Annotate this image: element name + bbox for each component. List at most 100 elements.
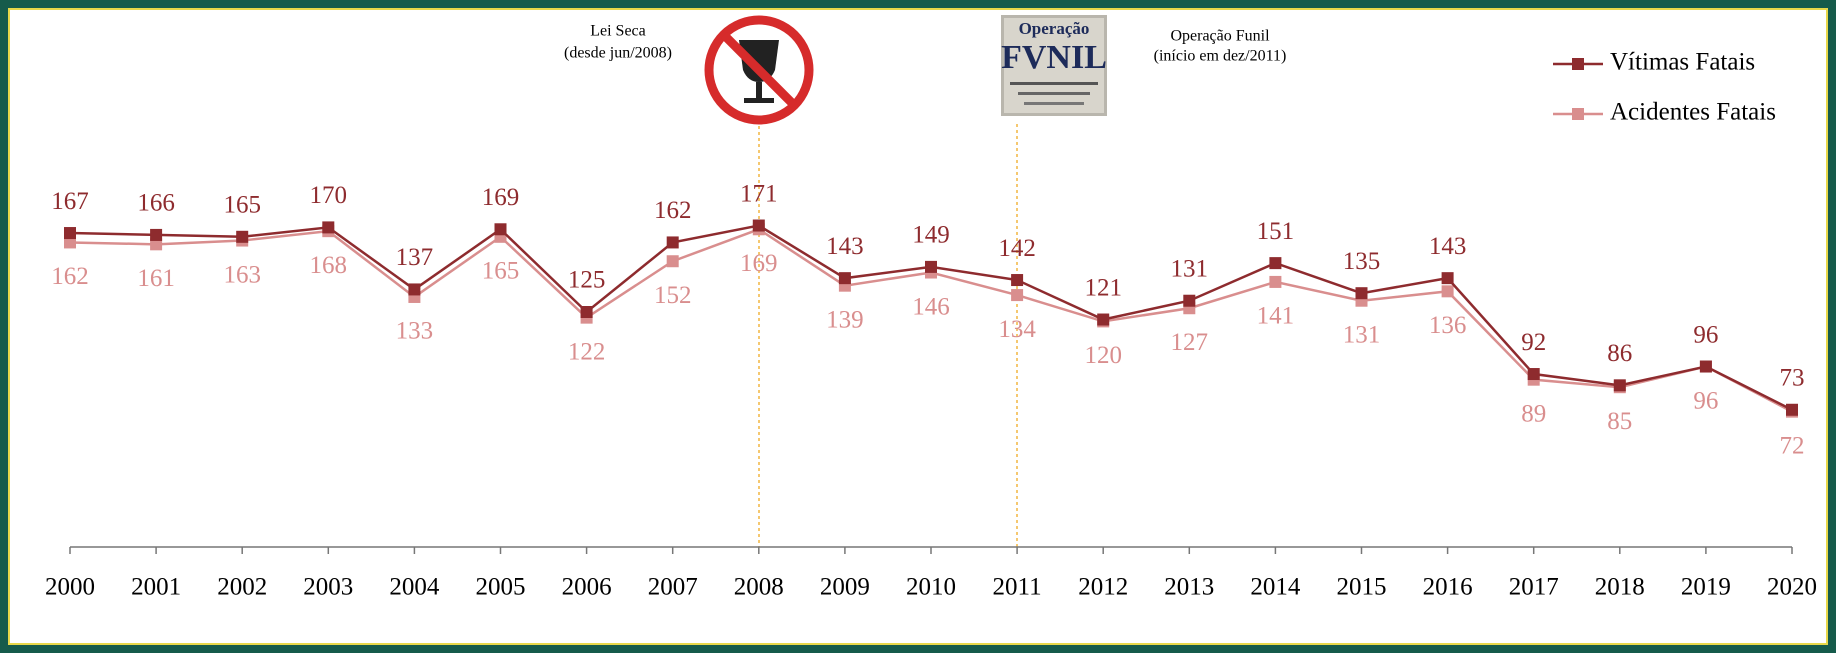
data-label: 139 <box>826 306 864 333</box>
data-label: 146 <box>912 293 950 320</box>
point-marker <box>1356 287 1368 299</box>
point-marker <box>1528 368 1540 380</box>
x-tick-label: 2008 <box>734 574 784 601</box>
annotation-subtitle: (desde jun/2008) <box>564 45 672 62</box>
point-marker <box>1700 361 1712 373</box>
page: {"chart_data": {"type": "line", "categor… <box>0 0 1836 653</box>
annotation-title: Operação Funil <box>1170 28 1270 45</box>
data-label: 131 <box>1343 321 1381 348</box>
data-label: 92 <box>1521 329 1546 356</box>
data-label: 162 <box>654 197 692 224</box>
data-label: 85 <box>1607 408 1632 435</box>
data-label: 136 <box>1429 312 1467 339</box>
x-tick-label: 2014 <box>1250 574 1301 601</box>
data-label: 133 <box>396 318 434 345</box>
data-label: 96 <box>1693 387 1718 414</box>
x-tick-label: 2019 <box>1681 574 1731 601</box>
point-marker <box>753 220 765 232</box>
x-tick-label: 2015 <box>1337 574 1387 601</box>
data-label: 122 <box>568 338 606 365</box>
x-tick-label: 2009 <box>820 574 870 601</box>
x-tick-label: 2002 <box>217 574 267 601</box>
x-tick-label: 2003 <box>303 574 353 601</box>
point-marker <box>1269 257 1281 269</box>
data-label: 86 <box>1607 340 1632 367</box>
data-label: 127 <box>1171 329 1209 356</box>
poster-text: FVNIL <box>1001 39 1107 76</box>
data-label: 143 <box>1429 233 1467 260</box>
annotation-subtitle: (início em dez/2011) <box>1154 48 1287 65</box>
data-label: 137 <box>396 244 434 271</box>
data-label: 171 <box>740 180 778 207</box>
point-marker <box>925 261 937 273</box>
data-label: 163 <box>223 261 261 288</box>
x-tick-label: 2010 <box>906 574 956 601</box>
data-label: 72 <box>1780 432 1805 459</box>
point-marker <box>1097 314 1109 326</box>
point-marker <box>150 229 162 241</box>
point-marker <box>581 306 593 318</box>
poster-text: Operação <box>1019 19 1090 38</box>
data-label: 135 <box>1343 248 1381 275</box>
data-label: 143 <box>826 233 864 260</box>
x-tick-label: 2017 <box>1509 574 1559 601</box>
point-marker <box>1442 285 1454 297</box>
point-marker <box>839 272 851 284</box>
data-label: 125 <box>568 267 606 294</box>
data-label: 73 <box>1780 364 1805 391</box>
point-marker <box>495 223 507 235</box>
x-tick-label: 2004 <box>389 574 440 601</box>
point-marker <box>408 283 420 295</box>
legend-marker <box>1572 108 1584 120</box>
data-label: 165 <box>482 258 520 285</box>
legend-label: Acidentes Fatais <box>1610 99 1776 126</box>
point-marker <box>1183 295 1195 307</box>
data-label: 149 <box>912 222 950 249</box>
data-label: 161 <box>137 265 175 292</box>
x-tick-label: 2020 <box>1767 574 1817 601</box>
data-label: 168 <box>310 252 348 279</box>
point-marker <box>1614 379 1626 391</box>
data-label: 169 <box>482 184 520 211</box>
point-marker <box>64 227 76 239</box>
x-tick-label: 2018 <box>1595 574 1645 601</box>
data-label: 121 <box>1084 274 1122 301</box>
x-tick-label: 2000 <box>45 574 95 601</box>
point-marker <box>322 221 334 233</box>
data-label: 152 <box>654 282 692 309</box>
operacao-funil-poster: Operação FVNIL <box>1001 15 1107 116</box>
plot-background <box>9 9 1827 644</box>
data-label: 96 <box>1693 321 1718 348</box>
point-marker <box>667 236 679 248</box>
point-marker <box>1011 274 1023 286</box>
data-label: 151 <box>1257 218 1295 245</box>
no-alcohol-sign <box>709 20 809 120</box>
point-marker <box>1786 404 1798 416</box>
data-label: 89 <box>1521 400 1546 427</box>
x-tick-label: 2013 <box>1164 574 1214 601</box>
legend-marker <box>1572 58 1584 70</box>
x-tick-label: 2005 <box>476 574 526 601</box>
x-tick-label: 2016 <box>1423 574 1473 601</box>
x-tick-label: 2007 <box>648 574 698 601</box>
point-marker <box>236 231 248 243</box>
data-label: 170 <box>310 182 348 209</box>
data-label: 165 <box>223 192 261 219</box>
data-label: 167 <box>51 188 89 215</box>
x-tick-label: 2012 <box>1078 574 1128 601</box>
annotation-title: Lei Seca <box>590 23 646 40</box>
point-marker <box>667 255 679 267</box>
point-marker <box>1269 276 1281 288</box>
x-tick-label: 2011 <box>993 574 1042 601</box>
data-label: 141 <box>1257 303 1295 330</box>
data-label: 142 <box>998 235 1036 262</box>
point-marker <box>1011 289 1023 301</box>
point-marker <box>1442 272 1454 284</box>
data-label: 120 <box>1084 342 1122 369</box>
data-label: 134 <box>998 316 1036 343</box>
legend-label: Vítimas Fatais <box>1610 49 1755 76</box>
data-label: 162 <box>51 263 89 290</box>
data-label: 169 <box>740 250 778 277</box>
data-label: 131 <box>1171 255 1209 282</box>
data-label: 166 <box>137 190 175 217</box>
